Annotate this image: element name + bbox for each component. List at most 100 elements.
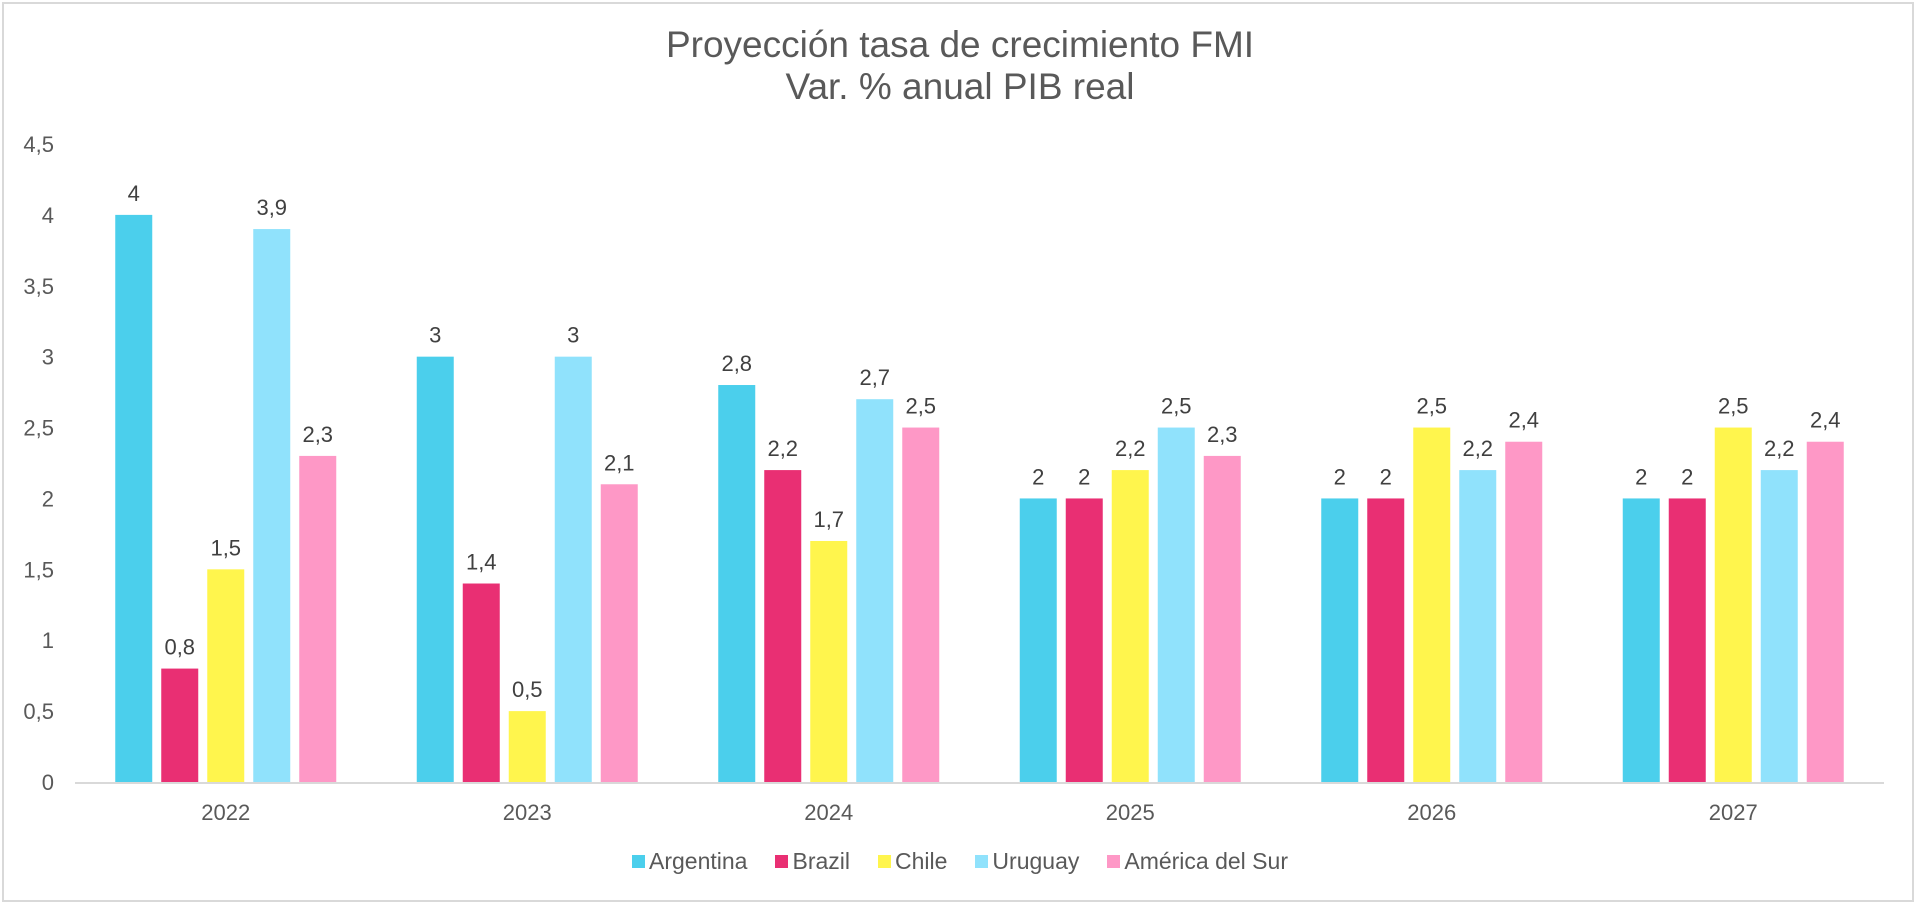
chart-title-line: Proyección tasa de crecimiento FMI (665, 24, 1255, 65)
y-tick-label: 4,5 (23, 132, 54, 157)
legend-swatch (632, 855, 646, 868)
bar-argentina-2026 (1321, 498, 1359, 782)
bar-américa-del-sur-2024 (902, 427, 940, 782)
bar-chile-2022 (207, 569, 245, 782)
bar-uruguay-2024 (856, 399, 894, 782)
data-label: 2 (1380, 464, 1392, 489)
data-label: 2,7 (859, 365, 890, 390)
legend-label: Brazil (792, 848, 850, 874)
data-label: 4 (128, 181, 140, 206)
data-label: 2 (1032, 464, 1044, 489)
bar-chile-2023 (508, 711, 546, 782)
data-label: 2 (1635, 464, 1647, 489)
data-labels: 4 0,8 1,5 3,9 2,3 3 1,4 0,5 3 2,1 2,8 2,2 1,7 2,7 2,5 2… (128, 181, 1841, 702)
bar-argentina-2027 (1622, 498, 1660, 782)
bar-uruguay-2023 (554, 356, 592, 782)
legend-item: Brazil (775, 848, 850, 875)
data-label: 2,2 (767, 436, 798, 461)
data-label: 2,2 (1462, 436, 1493, 461)
bar-brazil-2023 (462, 583, 500, 782)
y-tick-label: 3,5 (23, 274, 54, 299)
data-label: 2 (1681, 464, 1693, 489)
bar-argentina-2023 (416, 356, 454, 782)
data-label: 3 (429, 323, 441, 348)
data-label: 0,8 (164, 635, 195, 660)
data-label: 2 (1334, 464, 1346, 489)
bar-américa-del-sur-2027 (1806, 441, 1844, 782)
x-tick-label: 2025 (1106, 800, 1155, 825)
bar-argentina-2024 (718, 385, 756, 782)
y-tick-label: 3 (42, 345, 54, 370)
bar-uruguay-2025 (1157, 427, 1195, 782)
data-label: 1,5 (210, 535, 241, 560)
data-label: 3 (567, 323, 579, 348)
x-tick-label: 2023 (503, 800, 552, 825)
bar-brazil-2024 (764, 470, 802, 782)
data-label: 2,3 (302, 422, 333, 447)
y-tick-label: 1,5 (23, 557, 54, 582)
data-label: 2,2 (1764, 436, 1795, 461)
data-label: 2,8 (721, 351, 752, 376)
data-label: 2,4 (1810, 408, 1841, 433)
legend-swatch (1107, 855, 1121, 868)
legend-item: América del Sur (1107, 848, 1288, 875)
bar-américa-del-sur-2025 (1203, 455, 1241, 782)
data-label: 2,5 (1718, 394, 1749, 419)
bar-américa-del-sur-2022 (299, 455, 337, 782)
legend-swatch (878, 855, 891, 868)
y-tick-label: 2 (42, 486, 54, 511)
bar-chile-2026 (1413, 427, 1451, 782)
y-tick-label: 0 (42, 770, 54, 795)
bar-argentina-2025 (1019, 498, 1057, 782)
bar-américa-del-sur-2023 (600, 484, 638, 782)
y-axis: 0 0,5 1 1,5 2 2,5 3 3,5 4 4,5 (23, 132, 54, 795)
data-label: 1,7 (813, 507, 844, 532)
y-tick-label: 0,5 (23, 699, 54, 724)
data-label: 2,2 (1115, 436, 1146, 461)
x-axis: 2022 2023 2024 2025 2026 2027 (201, 800, 1757, 825)
legend-item: Uruguay (975, 848, 1079, 875)
legend-label: Uruguay (992, 848, 1080, 874)
data-label: 2,5 (1416, 394, 1447, 419)
bar-brazil-2025 (1065, 498, 1103, 782)
bars (115, 214, 1844, 783)
legend-item: Argentina (632, 848, 747, 875)
data-label: 2 (1078, 464, 1090, 489)
data-label: 2,1 (604, 450, 635, 475)
x-tick-label: 2024 (804, 800, 853, 825)
data-label: 1,4 (466, 550, 497, 575)
y-tick-label: 1 (42, 628, 54, 653)
y-tick-label: 2,5 (23, 416, 54, 441)
x-tick-label: 2027 (1709, 800, 1758, 825)
legend-item: Chile (878, 848, 947, 875)
chart-subtitle: Var. % anual PIB real (785, 66, 1135, 107)
y-tick-label: 4 (42, 203, 54, 228)
x-tick-label: 2022 (201, 800, 250, 825)
data-label: 3,9 (256, 195, 287, 220)
bar-argentina-2022 (115, 214, 153, 782)
legend-swatch (975, 855, 989, 868)
bar-chile-2024 (810, 540, 848, 782)
bar-brazil-2027 (1668, 498, 1706, 782)
legend-label: América del Sur (1124, 848, 1288, 874)
data-label: 0,5 (512, 677, 543, 702)
data-label: 2,5 (1161, 394, 1192, 419)
chart-title: Proyección tasa de crecimiento FMI Var. … (0, 24, 1920, 108)
bar-américa-del-sur-2026 (1505, 441, 1543, 782)
legend: Argentina Brazil Chile Uruguay América del S… (0, 848, 1920, 875)
bar-uruguay-2026 (1459, 470, 1497, 782)
legend-label: Chile (895, 848, 948, 874)
bar-brazil-2026 (1367, 498, 1405, 782)
bar-chile-2025 (1111, 470, 1149, 782)
bar-uruguay-2022 (253, 229, 291, 783)
bar-brazil-2022 (161, 668, 199, 782)
bar-uruguay-2027 (1760, 470, 1798, 782)
legend-label: Argentina (649, 848, 748, 874)
legend-swatch (775, 855, 789, 868)
x-tick-label: 2026 (1407, 800, 1456, 825)
data-label: 2,3 (1207, 422, 1238, 447)
data-label: 2,5 (905, 394, 936, 419)
bar-chile-2027 (1714, 427, 1752, 782)
data-label: 2,4 (1508, 408, 1539, 433)
